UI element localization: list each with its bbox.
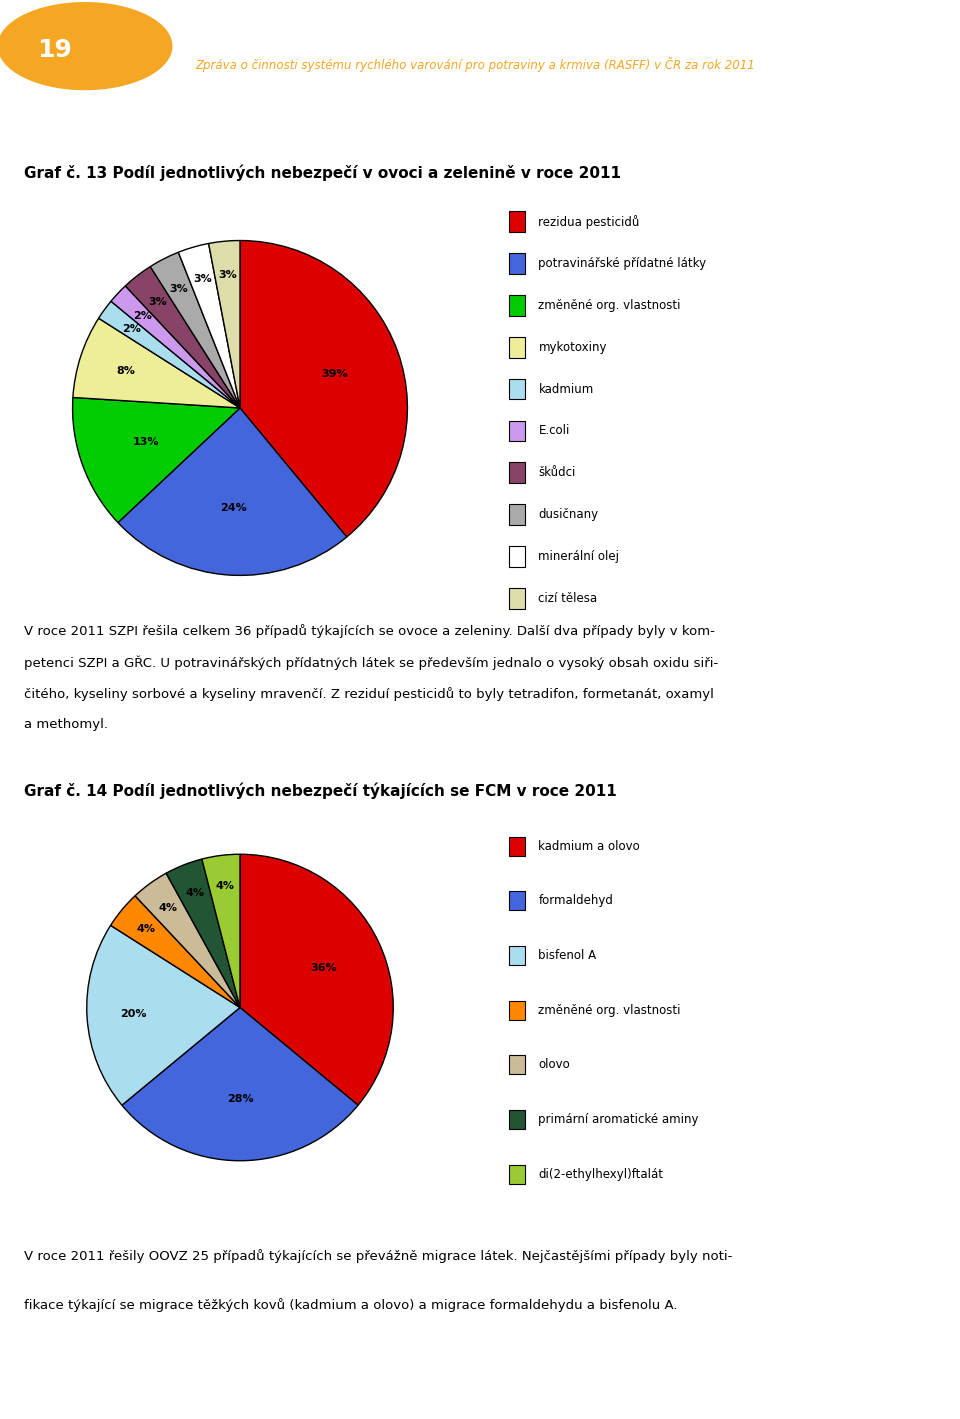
Text: Graf č. 14 Podíl jednotlivých nebezpečí týkajících se FCM v roce 2011: Graf č. 14 Podíl jednotlivých nebezpečí …: [24, 782, 616, 799]
Text: olovo: olovo: [539, 1059, 570, 1071]
Text: V roce 2011 řešily OOVZ 25 případů týkajících se převážně migrace látek. Nejčast: V roce 2011 řešily OOVZ 25 případů týkaj…: [24, 1249, 732, 1263]
FancyBboxPatch shape: [509, 546, 525, 568]
Wedge shape: [240, 240, 407, 536]
FancyBboxPatch shape: [509, 891, 525, 910]
Text: Graf č. 13 Podíl jednotlivých nebezpečí v ovoci a zelenině v roce 2011: Graf č. 13 Podíl jednotlivých nebezpečí …: [24, 165, 621, 182]
FancyBboxPatch shape: [509, 1056, 525, 1074]
Text: fikace týkající se migrace těžkých kovů (kadmium a olovo) a migrace formaldehydu: fikace týkající se migrace těžkých kovů …: [24, 1298, 678, 1313]
Text: V roce 2011 SZPI řešila celkem 36 případů týkajících se ovoce a zeleniny. Další : V roce 2011 SZPI řešila celkem 36 případ…: [24, 624, 715, 639]
Text: E.coli: E.coli: [539, 424, 570, 437]
FancyBboxPatch shape: [509, 1110, 525, 1130]
Wedge shape: [202, 854, 240, 1007]
Wedge shape: [166, 858, 240, 1007]
Text: potravinářské přídatné látky: potravinářské přídatné látky: [539, 257, 707, 270]
Text: cizí tělesa: cizí tělesa: [539, 592, 597, 604]
FancyBboxPatch shape: [509, 211, 525, 233]
Text: 3%: 3%: [170, 284, 188, 294]
Text: primární aromatické aminy: primární aromatické aminy: [539, 1112, 699, 1127]
Text: rezidua pesticidů: rezidua pesticidů: [539, 214, 639, 228]
Ellipse shape: [0, 1, 173, 91]
Text: čitého, kyseliny sorbové a kyseliny mravenčí. Z reziduí pesticidů to byly tetrad: čitého, kyseliny sorbové a kyseliny mrav…: [24, 687, 714, 701]
Text: 39%: 39%: [322, 369, 348, 379]
Wedge shape: [111, 285, 240, 409]
Text: škůdci: škůdci: [539, 467, 576, 480]
Text: 4%: 4%: [158, 904, 178, 914]
Text: 3%: 3%: [193, 274, 212, 284]
Wedge shape: [135, 873, 240, 1007]
Text: dusičnany: dusičnany: [539, 508, 598, 521]
Wedge shape: [208, 240, 240, 409]
Text: formaldehyd: formaldehyd: [539, 894, 613, 907]
Wedge shape: [86, 925, 240, 1105]
Text: 20%: 20%: [120, 1009, 146, 1019]
FancyBboxPatch shape: [509, 504, 525, 525]
Text: 8%: 8%: [116, 366, 134, 376]
Text: kadmium: kadmium: [539, 383, 593, 396]
FancyBboxPatch shape: [509, 837, 525, 856]
Text: Zpráva o činnosti systému rychlého varování pro potraviny a krmiva (RASFF) v ČR : Zpráva o činnosti systému rychlého varov…: [195, 57, 755, 72]
Text: a methomyl.: a methomyl.: [24, 718, 108, 731]
Wedge shape: [73, 318, 240, 409]
Text: 28%: 28%: [227, 1094, 253, 1104]
Wedge shape: [118, 409, 347, 575]
Text: 13%: 13%: [132, 437, 158, 447]
Text: 4%: 4%: [215, 881, 234, 891]
FancyBboxPatch shape: [509, 379, 525, 400]
Text: 3%: 3%: [149, 297, 167, 307]
Text: 4%: 4%: [185, 888, 204, 898]
Text: 3%: 3%: [218, 270, 237, 280]
Text: di(2-ethylhexyl)ftalát: di(2-ethylhexyl)ftalát: [539, 1168, 663, 1181]
FancyBboxPatch shape: [509, 1000, 525, 1020]
FancyBboxPatch shape: [509, 420, 525, 441]
Wedge shape: [99, 301, 240, 409]
Text: petenci SZPI a GŘC. U potravinářských přídatných látek se především jednalo o vy: petenci SZPI a GŘC. U potravinářských př…: [24, 656, 718, 670]
Text: 19: 19: [37, 38, 72, 62]
Text: 36%: 36%: [310, 964, 337, 973]
FancyBboxPatch shape: [509, 336, 525, 358]
FancyBboxPatch shape: [509, 1165, 525, 1183]
Wedge shape: [151, 253, 240, 409]
Wedge shape: [126, 267, 240, 409]
FancyBboxPatch shape: [509, 587, 525, 609]
Text: změněné org. vlastnosti: změněné org. vlastnosti: [539, 299, 681, 312]
Wedge shape: [240, 854, 394, 1105]
Text: mykotoxiny: mykotoxiny: [539, 341, 607, 353]
FancyBboxPatch shape: [509, 295, 525, 316]
FancyBboxPatch shape: [509, 253, 525, 274]
Wedge shape: [179, 244, 240, 409]
Text: minerální olej: minerální olej: [539, 551, 619, 563]
FancyBboxPatch shape: [509, 946, 525, 965]
Text: bisfenol A: bisfenol A: [539, 949, 596, 962]
Text: 4%: 4%: [136, 924, 155, 934]
Text: 2%: 2%: [132, 311, 152, 321]
FancyBboxPatch shape: [509, 463, 525, 484]
Text: 2%: 2%: [122, 324, 141, 335]
Wedge shape: [73, 397, 240, 522]
Text: kadmium a olovo: kadmium a olovo: [539, 840, 640, 853]
Wedge shape: [110, 895, 240, 1007]
Text: 24%: 24%: [220, 504, 247, 514]
Wedge shape: [122, 1007, 358, 1161]
Text: změněné org. vlastnosti: změněné org. vlastnosti: [539, 1003, 681, 1017]
